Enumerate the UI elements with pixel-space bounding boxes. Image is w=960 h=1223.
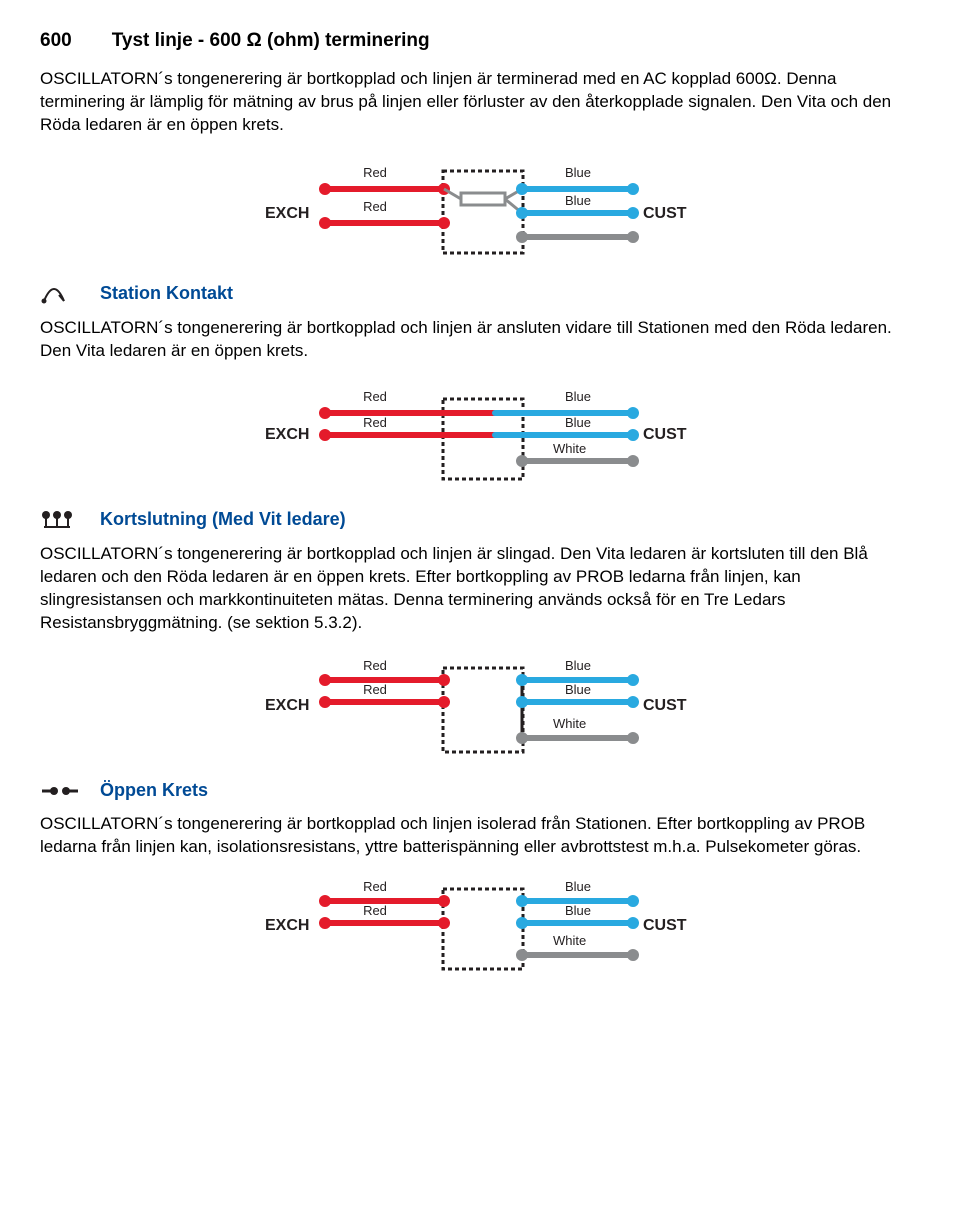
grey-end-1 <box>516 231 528 243</box>
r2l: Red <box>363 682 387 697</box>
blue-label-1: Blue <box>565 165 591 180</box>
blue-l1: Blue <box>565 389 591 404</box>
blue-end-3 <box>516 207 528 219</box>
w1l: White <box>553 716 586 731</box>
label-exch: EXCH <box>265 697 309 714</box>
blue-end-4 <box>627 207 639 219</box>
section2-title: Station Kontakt <box>100 283 233 304</box>
red-label-2: Red <box>363 199 387 214</box>
station-contact-icon <box>40 283 100 305</box>
wl1o: White <box>553 933 586 948</box>
blue-l2: Blue <box>565 415 591 430</box>
diagram-600ohm: EXCH CUST Red Red Blue Blue <box>40 153 920 263</box>
diagram-station-contact: EXCH CUST Red Blue Red Blue White <box>40 379 920 489</box>
rl2o: Red <box>363 903 387 918</box>
label-cust: CUST <box>643 697 687 714</box>
blue-e1 <box>627 407 639 419</box>
bl1o: Blue <box>565 879 591 894</box>
b2l: Blue <box>565 682 591 697</box>
red-e2 <box>319 429 331 441</box>
short-circuit-icon <box>40 509 100 531</box>
red-end-1 <box>319 183 331 195</box>
grey-e4 <box>627 455 639 467</box>
red-l2: Red <box>363 415 387 430</box>
section4-title-row: Öppen Krets <box>40 780 920 801</box>
section1-title: Tyst linje - 600 Ω (ohm) terminering <box>112 30 430 52</box>
label-exch: EXCH <box>265 426 309 443</box>
resistor-box <box>461 193 505 205</box>
blue-end-1 <box>516 183 528 195</box>
r1l: Red <box>363 658 387 673</box>
section1-body: OSCILLATORN´s tongenerering är bortkoppl… <box>40 68 920 137</box>
section2-body: OSCILLATORN´s tongenerering är bortkoppl… <box>40 317 920 363</box>
label-cust: CUST <box>643 917 687 934</box>
dashed-box <box>443 889 523 969</box>
red-end-3 <box>319 217 331 229</box>
section1-title-row: 600 Tyst linje - 600 Ω (ohm) terminering <box>40 30 920 52</box>
red-e1 <box>319 407 331 419</box>
rl1o: Red <box>363 879 387 894</box>
grey-end-2 <box>627 231 639 243</box>
red-label-1: Red <box>363 165 387 180</box>
open-circuit-icon <box>40 783 100 799</box>
blue-label-2: Blue <box>565 193 591 208</box>
label-cust: CUST <box>643 426 687 443</box>
blue-e2 <box>627 429 639 441</box>
section2-title-row: Station Kontakt <box>40 283 920 305</box>
section4-body: OSCILLATORN´s tongenerering är bortkoppl… <box>40 813 920 859</box>
label-cust: CUST <box>643 205 687 222</box>
blue-end-2 <box>627 183 639 195</box>
section3-title: Kortslutning (Med Vit ledare) <box>100 509 346 530</box>
red-l1: Red <box>363 389 387 404</box>
section3-title-row: Kortslutning (Med Vit ledare) <box>40 509 920 531</box>
label-exch: EXCH <box>265 917 309 934</box>
white-l1: White <box>553 441 586 456</box>
b1l: Blue <box>565 658 591 673</box>
grey-e3 <box>516 455 528 467</box>
label-exch: EXCH <box>265 205 309 222</box>
diagram-short-circuit: EXCH CUST Red Red Blue Blue White <box>40 650 920 760</box>
dashed-box <box>443 668 523 752</box>
section4-title: Öppen Krets <box>100 780 208 801</box>
section3-body: OSCILLATORN´s tongenerering är bortkoppl… <box>40 543 920 635</box>
bl2o: Blue <box>565 903 591 918</box>
diagram-open-circuit: EXCH CUST Red Red Blue Blue White <box>40 875 920 975</box>
dashed-box <box>443 171 523 253</box>
section1-prefix: 600 <box>40 30 72 52</box>
